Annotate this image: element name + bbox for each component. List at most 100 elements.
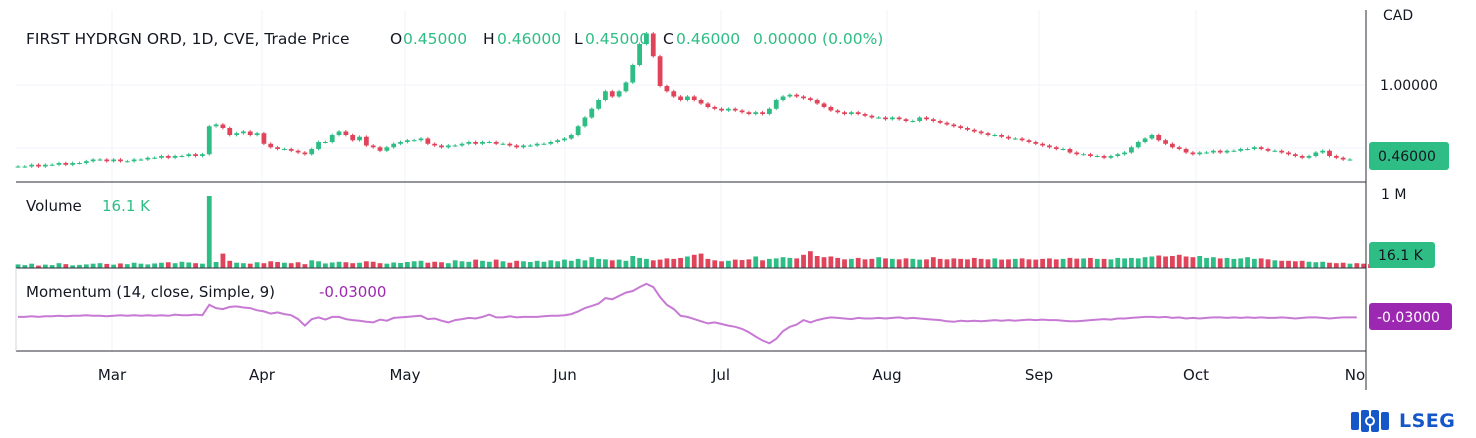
x-label-jul: Jul bbox=[711, 366, 730, 384]
candle-body bbox=[978, 131, 984, 134]
candle-body bbox=[541, 143, 547, 145]
x-label-nov: No bbox=[1345, 366, 1365, 384]
volume-bar bbox=[794, 258, 800, 268]
candle-body bbox=[343, 131, 349, 135]
candle-body bbox=[664, 86, 670, 92]
volume-bar bbox=[1183, 256, 1189, 268]
candle-body bbox=[1101, 156, 1107, 158]
candle-body bbox=[1026, 140, 1032, 142]
candle-body bbox=[1279, 150, 1285, 153]
candle-body bbox=[965, 128, 970, 130]
volume-bar bbox=[247, 263, 253, 268]
candle-body bbox=[1019, 138, 1025, 141]
volume-bar bbox=[445, 263, 451, 268]
candle-body bbox=[350, 135, 356, 141]
candle-body bbox=[124, 161, 130, 163]
x-label-aug: Aug bbox=[872, 366, 901, 384]
candle-body bbox=[1190, 152, 1196, 155]
volume-bar bbox=[1033, 259, 1039, 268]
candle-body bbox=[883, 117, 888, 120]
volume-bar bbox=[350, 263, 356, 268]
candle-body bbox=[370, 145, 376, 148]
volume-bar bbox=[1190, 257, 1196, 268]
volume-bar bbox=[295, 262, 301, 268]
volume-bar bbox=[603, 259, 608, 268]
volume-bar bbox=[944, 259, 950, 268]
volume-bar bbox=[1286, 260, 1291, 268]
volume-bar bbox=[165, 262, 171, 268]
candle-body bbox=[910, 121, 916, 122]
volume-bar bbox=[377, 263, 383, 268]
candle-body bbox=[1197, 152, 1203, 155]
x-label-apr: Apr bbox=[249, 366, 276, 384]
candle-body bbox=[1142, 138, 1148, 142]
volume-bar bbox=[1320, 261, 1326, 268]
candle-body bbox=[15, 166, 21, 168]
volume-bar bbox=[814, 256, 820, 268]
candle-body bbox=[889, 117, 895, 120]
candle-body bbox=[186, 154, 192, 156]
volume-bar bbox=[562, 259, 567, 268]
volume-bar bbox=[753, 256, 759, 268]
volume-bar bbox=[111, 264, 117, 268]
volume-bar bbox=[739, 260, 745, 268]
candle-body bbox=[261, 133, 267, 144]
volume-bar bbox=[671, 258, 677, 268]
volume-bar bbox=[220, 253, 226, 268]
candle-body bbox=[1306, 156, 1312, 158]
candle-body bbox=[835, 110, 841, 113]
volume-bar bbox=[90, 263, 96, 268]
candle-body bbox=[828, 107, 834, 111]
volume-bar bbox=[719, 261, 724, 268]
volume-bar bbox=[650, 260, 656, 268]
candle-body bbox=[801, 96, 806, 99]
candle-body bbox=[1272, 150, 1278, 152]
volume-bar bbox=[801, 254, 806, 268]
volume-bar bbox=[732, 259, 738, 268]
volume-bar bbox=[903, 258, 909, 268]
price-tick: 1.00000 bbox=[1380, 78, 1438, 94]
volume-bar bbox=[1163, 256, 1168, 268]
legend-open-value: 0.45000 bbox=[403, 30, 467, 48]
candle-body bbox=[234, 133, 239, 135]
candle-body bbox=[398, 142, 403, 144]
last-volume-badge bbox=[1369, 242, 1435, 268]
volume-bar bbox=[1306, 261, 1312, 268]
volume-bar bbox=[685, 256, 690, 268]
volume-bar bbox=[261, 263, 267, 268]
candle-body bbox=[896, 117, 902, 120]
candle-body bbox=[1245, 149, 1250, 150]
volume-bar bbox=[97, 263, 103, 268]
volume-bar bbox=[336, 261, 342, 268]
candle-body bbox=[459, 143, 465, 146]
volume-bar bbox=[152, 263, 158, 268]
volume-bar bbox=[1313, 262, 1319, 268]
candle-body bbox=[172, 156, 178, 158]
candle-body bbox=[958, 126, 964, 128]
volume-bar bbox=[637, 257, 642, 268]
candle-body bbox=[630, 65, 636, 83]
candle-body bbox=[220, 124, 226, 128]
volume-bar bbox=[49, 265, 55, 268]
candle-body bbox=[1040, 143, 1046, 146]
candle-body bbox=[671, 91, 677, 97]
last-price-text: 0.46000 bbox=[1378, 149, 1436, 165]
volume-bar bbox=[1094, 258, 1100, 268]
candle-body bbox=[999, 135, 1005, 137]
volume-bar bbox=[282, 262, 287, 268]
volume-bar bbox=[630, 256, 636, 268]
volume-bar bbox=[1299, 260, 1305, 268]
volume-bar bbox=[77, 264, 82, 268]
candle-body bbox=[644, 33, 649, 44]
price-candles bbox=[15, 32, 1353, 168]
volume-bar bbox=[1135, 258, 1141, 268]
candle-body bbox=[951, 124, 957, 127]
candle-body bbox=[63, 163, 69, 165]
volume-bar bbox=[589, 257, 595, 268]
candle-body bbox=[1094, 156, 1100, 157]
candle-body bbox=[336, 131, 342, 135]
candle-body bbox=[193, 154, 198, 156]
volume-bar bbox=[1238, 258, 1244, 268]
candle-body bbox=[855, 112, 861, 114]
volume-bar bbox=[924, 259, 929, 268]
